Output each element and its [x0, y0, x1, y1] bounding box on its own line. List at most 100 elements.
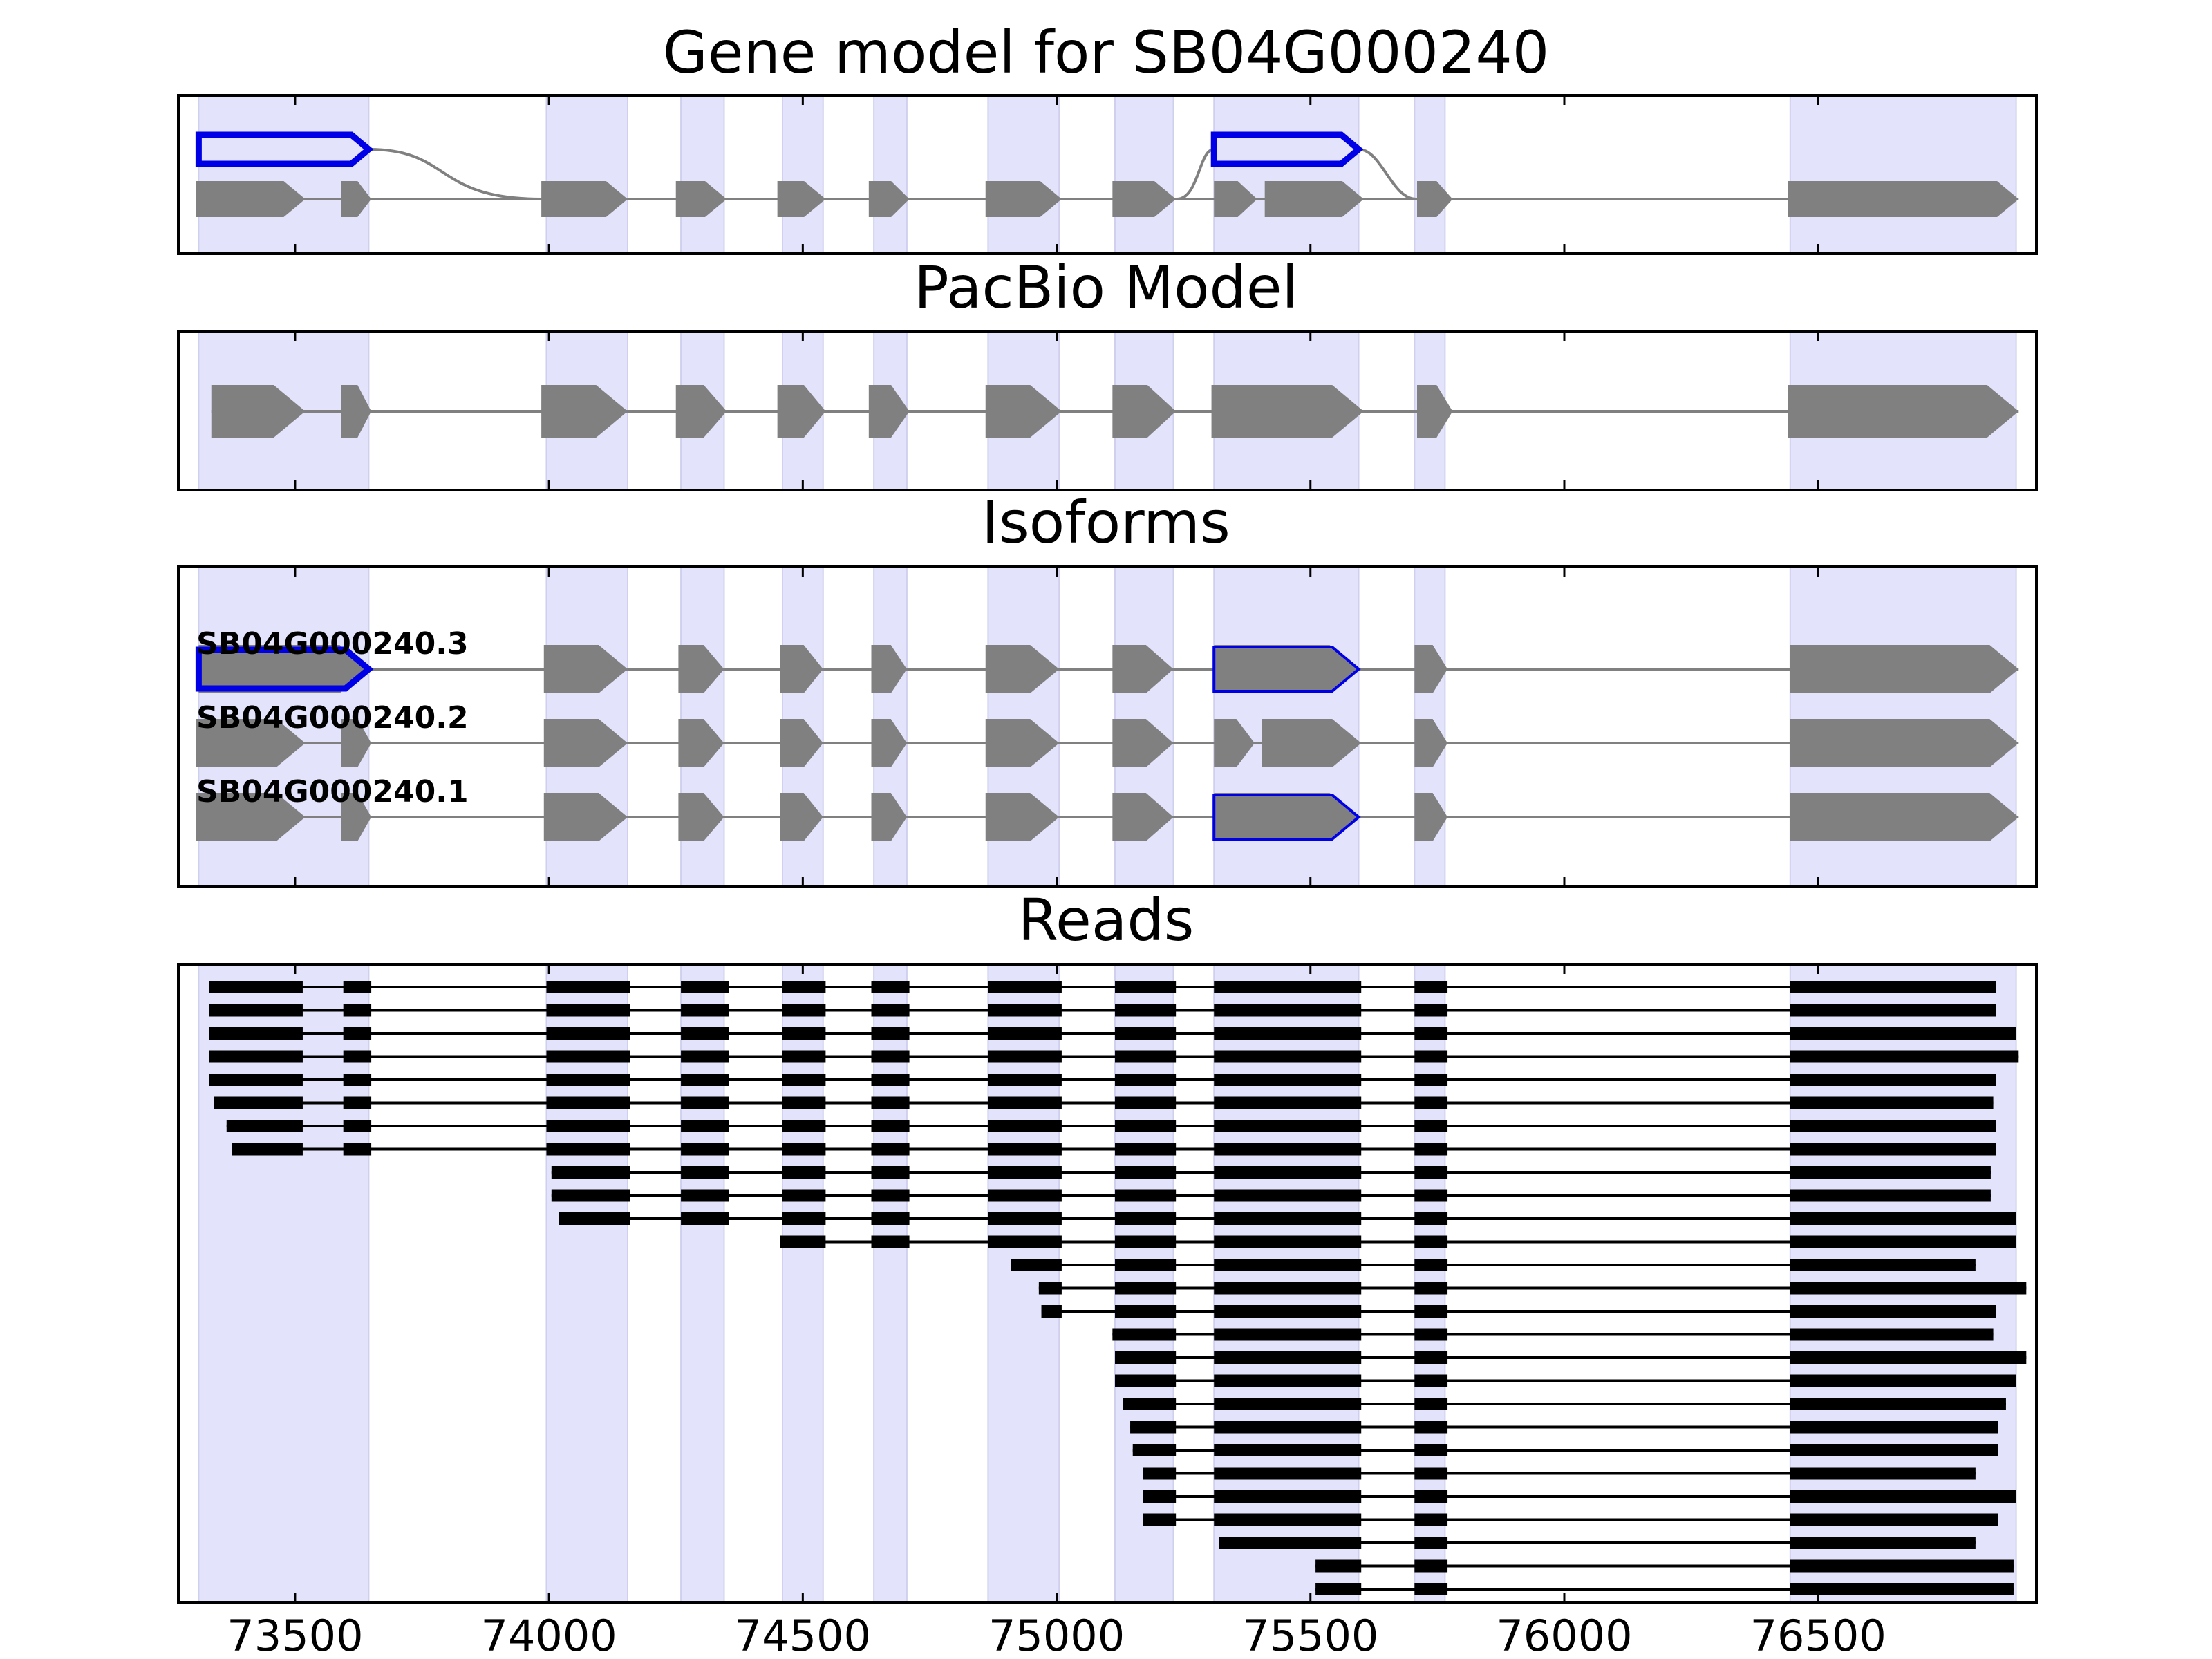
read-block: [209, 981, 303, 993]
read-block: [1011, 1259, 1062, 1271]
read-row: [1038, 1282, 2027, 1295]
read-block: [1790, 1004, 1996, 1017]
read-block: [988, 1212, 1062, 1225]
exon-arrow: [871, 645, 907, 693]
x-tick-label: 76000: [1496, 1611, 1632, 1659]
read-block: [1214, 1513, 1362, 1526]
exon-arrow: [1264, 181, 1364, 217]
read-block: [209, 1074, 303, 1086]
read-block: [782, 1166, 826, 1179]
exon-arrow: [777, 181, 826, 217]
read-block: [1790, 1444, 1998, 1456]
read-block: [1214, 1096, 1362, 1109]
exon-arrow: [868, 385, 910, 438]
read-row: [209, 1004, 1996, 1017]
read-block: [1143, 1490, 1177, 1503]
reads-title: Reads: [1018, 886, 1194, 954]
exon-arrow: [1788, 181, 2019, 217]
read-block: [1414, 1583, 1448, 1595]
read-block: [782, 1004, 826, 1017]
read-block: [1790, 1467, 1976, 1480]
read-block: [1414, 1351, 1448, 1364]
read-block: [1790, 1490, 2016, 1503]
read-block: [1414, 1374, 1448, 1387]
exon-arrow: [1790, 793, 2019, 841]
read-block: [988, 1096, 1062, 1109]
read-block: [782, 981, 826, 993]
read-block: [343, 1143, 372, 1156]
read-block: [681, 1004, 729, 1017]
plot-frame: [177, 963, 2038, 1604]
x-tick-label: 74500: [735, 1611, 871, 1659]
read-block: [1115, 1166, 1177, 1179]
read-block: [1038, 1282, 1062, 1295]
read-block: [871, 1004, 910, 1017]
read-block: [1414, 1212, 1448, 1225]
read-block: [1214, 1328, 1362, 1341]
read-block: [1132, 1444, 1177, 1456]
read-block: [871, 1120, 910, 1132]
read-block: [1143, 1513, 1177, 1526]
read-block: [1790, 1351, 2027, 1364]
read-block: [232, 1143, 303, 1156]
read-block: [681, 1027, 729, 1040]
read-block: [1790, 1421, 1998, 1434]
read-block: [1414, 1537, 1448, 1549]
read-block: [546, 1120, 630, 1132]
read-block: [546, 1143, 630, 1156]
read-block: [1414, 1467, 1448, 1480]
exon-arrow: [1790, 719, 2019, 767]
exon-arrow: [780, 645, 823, 693]
read-block: [1115, 1212, 1177, 1225]
exon-arrow: [1112, 719, 1174, 767]
exon-arrow: [198, 645, 369, 693]
exon-arrow: [543, 719, 628, 767]
x-tick-label: 73500: [227, 1611, 363, 1659]
exon-arrow: [678, 793, 724, 841]
read-block: [1414, 1120, 1448, 1132]
read-block: [681, 1189, 729, 1202]
read-block: [782, 1050, 826, 1063]
read-block: [1414, 1259, 1448, 1271]
exon-arrow: [675, 385, 727, 438]
exon-region-band: [545, 95, 628, 254]
exon-region-band: [1414, 95, 1446, 254]
read-block: [1214, 981, 1362, 993]
exon-arrow: [985, 645, 1060, 693]
read-row: [1011, 1259, 1976, 1271]
exon-arrow: [985, 385, 1062, 438]
read-block: [1214, 1305, 1362, 1318]
read-row: [551, 1189, 1991, 1202]
exon-arrow: [1214, 181, 1257, 217]
read-row: [1115, 1351, 2027, 1364]
read-block: [782, 1120, 826, 1132]
exon-region-band: [1213, 95, 1360, 254]
read-row: [214, 1096, 1994, 1109]
read-block: [343, 1004, 372, 1017]
exon-arrow: [678, 645, 724, 693]
read-block: [681, 1212, 729, 1225]
read-block: [546, 981, 630, 993]
exon-region-band: [680, 95, 725, 254]
read-block: [782, 1212, 826, 1225]
exon-arrow: [780, 719, 823, 767]
read-block: [209, 1004, 303, 1017]
read-block: [988, 1074, 1062, 1086]
exon-arrow: [1262, 719, 1362, 767]
exon-region-band: [1114, 95, 1174, 254]
read-block: [1112, 1328, 1177, 1341]
read-block: [1214, 1421, 1362, 1434]
read-block: [1123, 1398, 1177, 1410]
read-block: [782, 1074, 826, 1086]
read-row: [209, 1027, 2016, 1040]
read-block: [681, 981, 729, 993]
read-block: [1130, 1421, 1177, 1434]
x-tick-label: 75500: [1242, 1611, 1378, 1659]
isoform-label: SB04G000240.3: [196, 626, 469, 662]
exon-arrow: [543, 793, 628, 841]
x-tick-label: 75000: [988, 1611, 1125, 1659]
read-block: [988, 1050, 1062, 1063]
read-block: [1790, 1559, 2014, 1573]
read-block: [1214, 1166, 1362, 1179]
